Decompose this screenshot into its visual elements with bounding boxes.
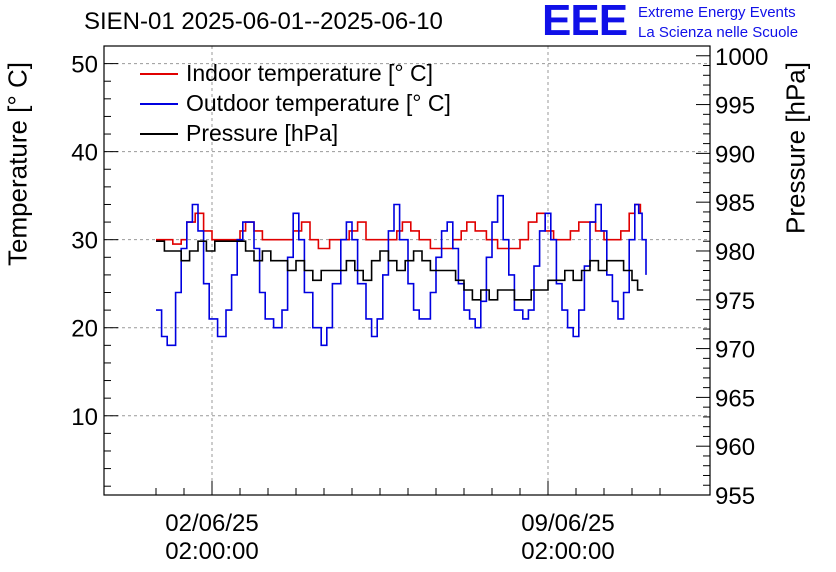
legend: Indoor temperature [° C] Outdoor tempera… xyxy=(140,58,500,148)
y2-tick-label: 1000 xyxy=(715,44,768,71)
y-tick-label: 50 xyxy=(71,52,98,79)
y2-tick-label: 975 xyxy=(715,288,755,315)
y2-axis-label: Pressure [hPa] xyxy=(780,62,811,234)
legend-label-pressure: Pressure [hPa] xyxy=(186,120,339,146)
indoor-temperature-line xyxy=(156,203,642,250)
x-tick-label-2: 09/06/25 02:00:00 xyxy=(498,510,638,566)
y2-tick-label: 960 xyxy=(715,434,755,461)
y2-tick-label: 990 xyxy=(715,141,755,168)
y2-tick-label: 965 xyxy=(715,385,755,412)
y2-tick-label: 985 xyxy=(715,190,755,217)
outdoor-temperature-line xyxy=(156,194,647,347)
x-tick-label-1: 02/06/25 02:00:00 xyxy=(142,510,282,566)
eee-logo: EEE xyxy=(542,0,628,45)
legend-swatch-outdoor xyxy=(140,103,178,105)
x-tick-2-date: 09/06/25 xyxy=(521,510,615,537)
chart-title: SIEN-01 2025-06-01--2025-06-10 xyxy=(84,8,443,35)
x-tick-1-date: 02/06/25 xyxy=(165,510,259,537)
legend-item-outdoor: Outdoor temperature [° C] xyxy=(140,88,500,118)
legend-label-outdoor: Outdoor temperature [° C] xyxy=(186,90,451,116)
y2-tick-label: 995 xyxy=(715,93,755,120)
legend-label-indoor: Indoor temperature [° C] xyxy=(186,60,433,86)
y-axis-label: Temperature [° C] xyxy=(2,61,33,267)
logo-line1: Extreme Energy Events xyxy=(638,4,796,21)
legend-swatch-indoor xyxy=(140,73,178,75)
legend-item-indoor: Indoor temperature [° C] xyxy=(140,58,500,88)
legend-item-pressure: Pressure [hPa] xyxy=(140,118,500,148)
y-tick-label: 40 xyxy=(71,140,98,167)
legend-swatch-pressure xyxy=(140,133,178,135)
tick-labels: 10 20 30 40 50 955 960 965 970 975 980 985 990 995 100… xyxy=(71,44,768,510)
x-tick-1-time: 02:00:00 xyxy=(165,538,259,565)
axes xyxy=(103,45,711,496)
y-tick-label: 20 xyxy=(71,316,98,343)
x-tick-2-time: 02:00:00 xyxy=(521,538,615,565)
y2-tick-label: 955 xyxy=(715,483,755,510)
y2-tick-label: 980 xyxy=(715,239,755,266)
pressure-line xyxy=(156,240,644,301)
series-lines xyxy=(156,194,647,347)
y2-tick-label: 970 xyxy=(715,337,755,364)
logo-line2: La Scienza nelle Scuole xyxy=(638,24,799,41)
y-tick-label: 30 xyxy=(71,228,98,255)
y-tick-label: 10 xyxy=(71,404,98,431)
